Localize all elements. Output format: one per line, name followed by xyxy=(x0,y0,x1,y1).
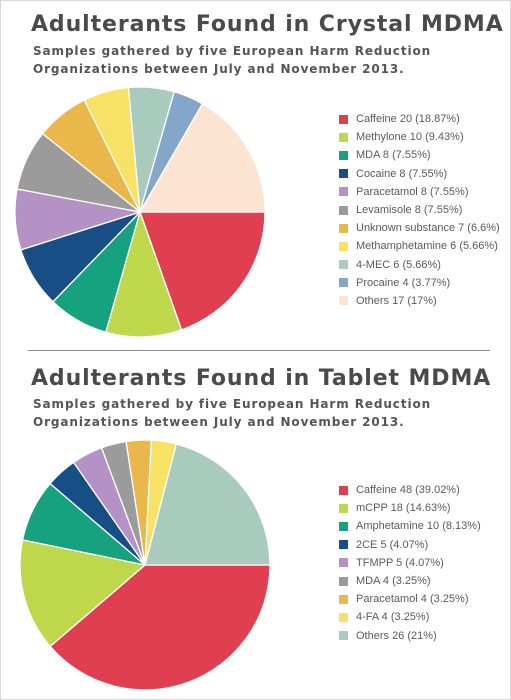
legend-label: Caffeine 48 (39.02%) xyxy=(356,484,460,497)
legend-swatch xyxy=(339,576,348,586)
crystal-pie-slice-10-others xyxy=(139,103,266,213)
crystal-legend-item-others: Others 17 (17%) xyxy=(339,292,500,310)
tablet-chart-subtitle: Samples gathered by five European Harm R… xyxy=(33,395,431,431)
legend-swatch xyxy=(339,114,348,124)
legend-label: TFMPP 5 (4.07%) xyxy=(356,556,444,569)
legend-label: MDA 8 (7.55%) xyxy=(356,149,431,162)
legend-label: Caffeine 20 (18.87%) xyxy=(356,113,460,126)
crystal-legend-item-methamphetamine: Methamphetamine 6 (5.66%) xyxy=(339,237,500,255)
crystal-pie-slice-1-methylone xyxy=(105,211,183,338)
crystal-legend-item-cocaine: Cocaine 8 (7.55%) xyxy=(339,165,500,183)
legend-label: Methylone 10 (9.43%) xyxy=(356,131,464,144)
tablet-legend: Caffeine 48 (39.02%) mCPP 18 (14.63%) Amph… xyxy=(339,481,481,645)
crystal-subtitle-line-1: Samples gathered by five European Harm R… xyxy=(33,44,432,58)
legend-swatch xyxy=(339,150,348,160)
crystal-chart-subtitle: Samples gathered by five European Harm R… xyxy=(33,42,431,78)
tablet-chart-title: Adulterants Found in Tablet MDMA xyxy=(31,366,492,391)
legend-swatch xyxy=(339,296,348,306)
tablet-legend-item-paracetamol: Paracetamol 4 (3.25%) xyxy=(339,590,481,608)
legend-swatch xyxy=(339,631,348,641)
tablet-legend-item-2ce: 2CE 5 (4.07%) xyxy=(339,536,481,554)
legend-swatch xyxy=(339,521,348,531)
tablet-legend-item-caffeine: Caffeine 48 (39.02%) xyxy=(339,481,481,499)
crystal-legend-item-4-mec: 4-MEC 6 (5.66%) xyxy=(339,256,500,274)
legend-swatch xyxy=(339,132,348,142)
legend-swatch xyxy=(339,169,348,179)
legend-label: 2CE 5 (4.07%) xyxy=(356,538,429,551)
crystal-legend-item-methylone: Methylone 10 (9.43%) xyxy=(339,128,500,146)
tablet-subtitle-line-1: Samples gathered by five European Harm R… xyxy=(33,397,432,411)
legend-label: Unknown substance 7 (6.6%) xyxy=(356,222,500,235)
legend-swatch xyxy=(339,558,348,568)
legend-swatch xyxy=(339,187,348,197)
tablet-pie-slice-1-mcpp xyxy=(19,539,146,648)
tablet-subtitle-line-2: Organizations between July and November … xyxy=(33,415,405,429)
legend-swatch xyxy=(339,540,348,550)
crystal-legend-item-levamisole: Levamisole 8 (7.55%) xyxy=(339,201,500,219)
tablet-legend-item-4-fa: 4-FA 4 (3.25%) xyxy=(339,608,481,626)
legend-label: Cocaine 8 (7.55%) xyxy=(356,167,448,180)
legend-label: Paracetamol 8 (7.55%) xyxy=(356,185,469,198)
legend-label: 4-FA 4 (3.25%) xyxy=(356,611,430,624)
legend-label: Methamphetamine 6 (5.66%) xyxy=(356,240,498,253)
tablet-pie-slice-0-caffeine xyxy=(49,564,271,691)
crystal-subtitle-line-2: Organizations between July and November … xyxy=(33,62,405,76)
legend-swatch xyxy=(339,612,348,622)
tablet-legend-item-mda: MDA 4 (3.25%) xyxy=(339,572,481,590)
legend-label: Procaine 4 (3.77%) xyxy=(356,276,451,289)
legend-swatch xyxy=(339,278,348,288)
crystal-legend: Caffeine 20 (18.87%) Methylone 10 (9.43%)… xyxy=(339,110,500,310)
crystal-legend-item-caffeine: Caffeine 20 (18.87%) xyxy=(339,110,500,128)
tablet-legend-item-amphetamine: Amphetamine 10 (8.13%) xyxy=(339,517,481,535)
crystal-pie-chart xyxy=(14,86,266,338)
legend-swatch xyxy=(339,594,348,604)
legend-label: MDA 4 (3.25%) xyxy=(356,575,431,588)
crystal-chart-title: Adulterants Found in Crystal MDMA xyxy=(31,12,504,37)
legend-swatch xyxy=(339,223,348,233)
tablet-legend-item-others: Others 26 (21%) xyxy=(339,627,481,645)
crystal-legend-item-procaine: Procaine 4 (3.77%) xyxy=(339,274,500,292)
tablet-legend-item-mcpp: mCPP 18 (14.63%) xyxy=(339,499,481,517)
legend-label: mCPP 18 (14.63%) xyxy=(356,502,451,515)
section-divider xyxy=(28,350,490,351)
legend-label: Levamisole 8 (7.55%) xyxy=(356,204,463,217)
crystal-legend-item-mda: MDA 8 (7.55%) xyxy=(339,146,500,164)
tablet-legend-item-tfmpp: TFMPP 5 (4.07%) xyxy=(339,554,481,572)
legend-label: 4-MEC 6 (5.66%) xyxy=(356,258,441,271)
legend-swatch xyxy=(339,503,348,513)
legend-swatch xyxy=(339,260,348,270)
legend-label: Others 26 (21%) xyxy=(356,629,437,642)
crystal-legend-item-unknown: Unknown substance 7 (6.6%) xyxy=(339,219,500,237)
legend-label: Others 17 (17%) xyxy=(356,294,437,307)
crystal-legend-item-paracetamol: Paracetamol 8 (7.55%) xyxy=(339,183,500,201)
legend-label: Paracetamol 4 (3.25%) xyxy=(356,593,469,606)
legend-swatch xyxy=(339,485,348,495)
tablet-pie-slice-8-others xyxy=(144,443,271,566)
legend-swatch xyxy=(339,205,348,215)
tablet-pie-chart xyxy=(19,439,271,691)
legend-label: Amphetamine 10 (8.13%) xyxy=(356,520,481,533)
legend-swatch xyxy=(339,241,348,251)
